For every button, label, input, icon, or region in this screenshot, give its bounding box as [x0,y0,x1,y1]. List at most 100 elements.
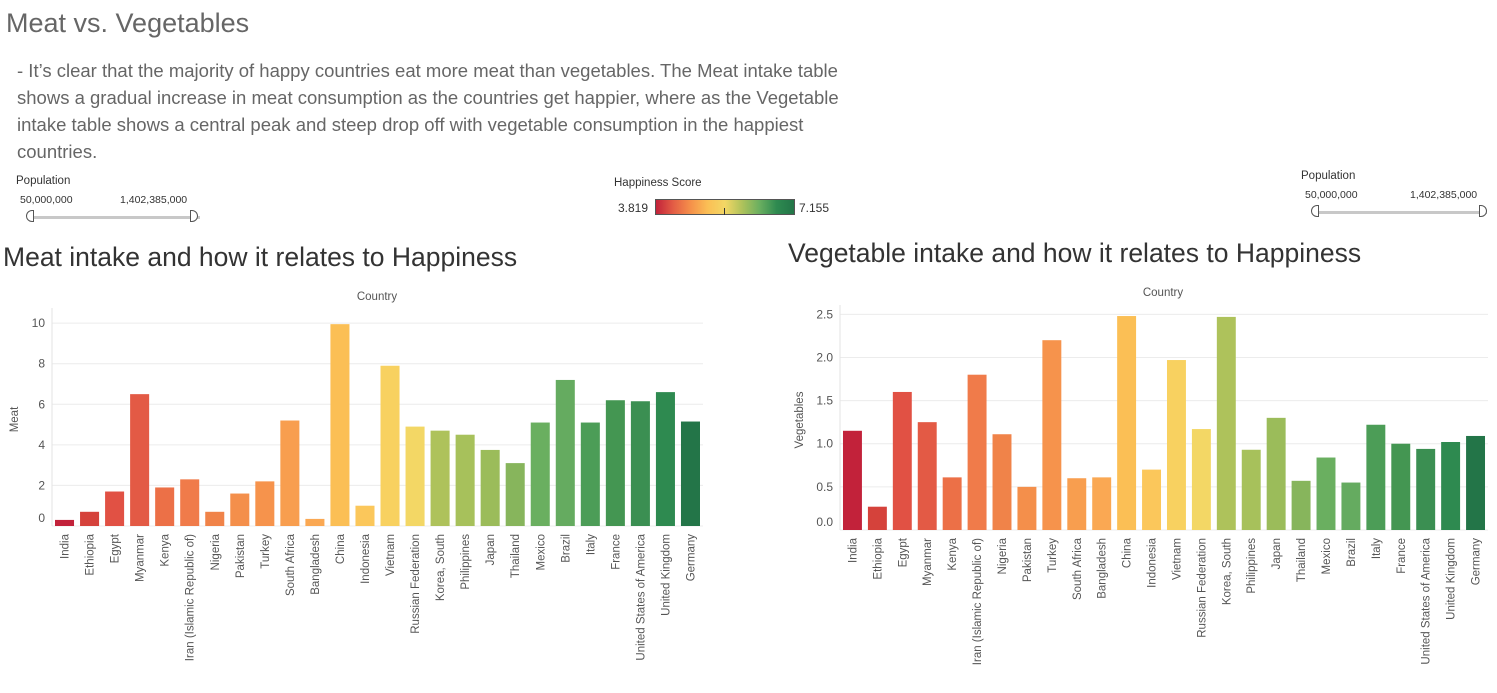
bar-germany[interactable] [1466,435,1486,530]
slider-min-handle[interactable] [1311,205,1319,217]
dashboard-description: - It’s clear that the majority of happy … [17,60,839,162]
x-tick-label: France [1396,538,1408,574]
bar-philippines[interactable] [1241,449,1261,530]
bar-russian-federation[interactable] [1191,429,1211,530]
slider-max-handle[interactable] [1479,205,1487,217]
bar-brazil[interactable] [1341,482,1361,530]
y-tick-label: 1.0 [816,437,833,451]
bar-japan[interactable] [1266,417,1286,530]
x-tick-label: China [1122,537,1134,568]
bar-china[interactable] [1117,316,1137,530]
bar-pakistan[interactable] [230,493,250,526]
population-filter-left[interactable]: Population 50,000,000 1,402,385,000 [16,175,206,225]
bar-brazil[interactable] [555,379,575,526]
y-tick-label: 1.5 [816,394,833,408]
x-tick-label: United States of America [1421,537,1433,664]
bar-thailand[interactable] [1291,480,1311,530]
x-tick-label: Philippines [1246,538,1258,594]
x-tick-label: Ethiopia [872,537,884,579]
y-tick-label: 0.5 [816,480,833,494]
bar-italy[interactable] [1366,424,1386,530]
x-tick-label: Kenya [947,537,959,570]
y-tick-label: 10 [32,316,46,330]
y-tick-label: 4 [38,438,45,452]
bar-france[interactable] [605,400,625,526]
bar-united-kingdom[interactable] [1441,442,1461,530]
x-tick-label: Japan [485,534,497,565]
x-tick-label: Iran (Islamic Republic of) [972,538,984,665]
bar-indonesia[interactable] [355,505,375,526]
filter-title: Population [16,175,71,187]
legend-marker [724,208,725,215]
x-tick-label: Vietnam [385,534,397,576]
x-tick-label: Japan [1271,538,1283,569]
bar-bangladesh[interactable] [1092,477,1112,530]
bar-italy[interactable] [580,422,600,526]
bar-japan[interactable] [480,449,500,526]
x-tick-label: United Kingdom [660,534,672,616]
x-tick-label: Turkey [260,534,272,569]
bar-nigeria[interactable] [205,511,225,526]
y-tick-label: 6 [38,397,45,411]
bar-united-kingdom[interactable] [655,392,675,526]
bar-myanmar[interactable] [130,394,150,526]
bar-mexico[interactable] [530,422,550,526]
bar-united-states-of-america[interactable] [630,401,650,526]
bar-iran-islamic-republic-of[interactable] [180,479,200,526]
x-tick-label: Germany [1471,538,1483,586]
filter-min-value: 50,000,000 [1305,189,1358,201]
bar-china[interactable] [330,324,350,526]
bar-indonesia[interactable] [1142,469,1162,530]
bar-nigeria[interactable] [992,434,1012,530]
x-tick-label: Iran (Islamic Republic of) [185,534,197,661]
slider-track[interactable] [1315,211,1487,214]
bar-south-africa[interactable] [280,420,300,526]
bar-turkey[interactable] [255,481,275,526]
slider-track[interactable] [30,216,200,219]
y-tick-label: 0.0 [816,515,833,529]
bar-korea-south[interactable] [430,430,450,526]
bar-vietnam[interactable] [1166,360,1186,530]
x-tick-label: China [335,533,347,564]
bar-iran-islamic-republic-of[interactable] [967,374,987,530]
bar-philippines[interactable] [455,434,475,526]
bar-south-africa[interactable] [1067,478,1087,530]
x-tick-label: Pakistan [235,534,247,578]
bar-vietnam[interactable] [380,365,400,526]
bar-turkey[interactable] [1042,340,1062,530]
legend-max-label: 7.155 [799,201,830,215]
y-tick-label: 2.5 [816,307,833,321]
bar-egypt[interactable] [892,391,912,530]
x-tick-label: Vietnam [1171,538,1183,580]
bar-myanmar[interactable] [917,422,937,530]
slider-min-handle[interactable] [26,210,34,222]
population-filter-right[interactable]: Population 50,000,000 1,402,385,000 [1301,170,1491,220]
bar-united-states-of-america[interactable] [1416,448,1436,530]
x-tick-label: Indonesia [360,533,372,583]
bar-ethiopia[interactable] [867,506,887,530]
x-tick-label: India [60,533,72,559]
legend-title: Happiness Score [614,177,702,189]
bar-egypt[interactable] [105,491,125,526]
bar-kenya[interactable] [942,477,962,530]
bar-mexico[interactable] [1316,457,1336,530]
x-tick-label: Russian Federation [1196,538,1208,638]
bar-germany[interactable] [680,421,700,526]
meat-chart-title: Meat intake and how it relates to Happin… [3,242,518,272]
bar-russian-federation[interactable] [405,426,425,526]
bar-korea-south[interactable] [1216,316,1236,530]
bar-france[interactable] [1391,443,1411,530]
y-tick-label: 2 [38,478,45,492]
bar-india[interactable] [55,519,75,526]
bar-pakistan[interactable] [1017,486,1037,530]
x-tick-label: Turkey [1047,538,1059,573]
bar-india[interactable] [842,430,862,530]
bar-ethiopia[interactable] [80,511,100,526]
bar-bangladesh[interactable] [305,518,325,526]
bar-kenya[interactable] [155,487,175,526]
bar-thailand[interactable] [505,463,525,526]
x-tick-label: Brazil [560,534,572,563]
slider-max-handle[interactable] [190,210,198,222]
